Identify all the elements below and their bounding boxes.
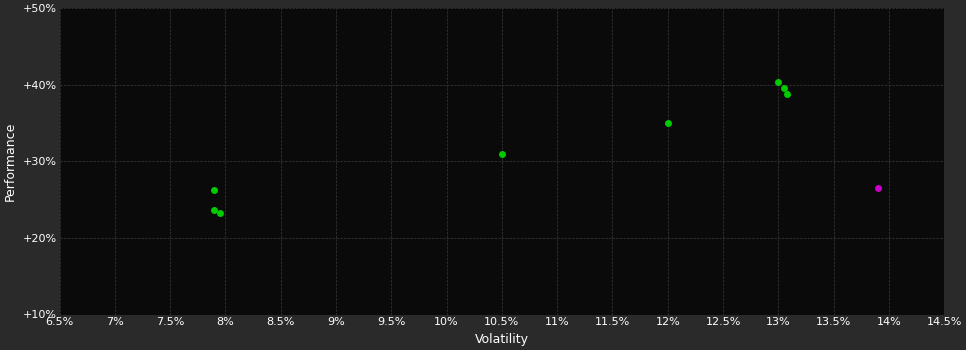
Point [213, 210, 228, 216]
Point [870, 186, 886, 191]
Point [495, 151, 510, 156]
Y-axis label: Performance: Performance [4, 122, 17, 201]
X-axis label: Volatility: Volatility [475, 333, 529, 346]
Point [207, 207, 222, 212]
Point [660, 120, 675, 126]
Point [780, 91, 795, 97]
Point [776, 85, 791, 91]
Point [771, 80, 786, 85]
Point [207, 188, 222, 193]
